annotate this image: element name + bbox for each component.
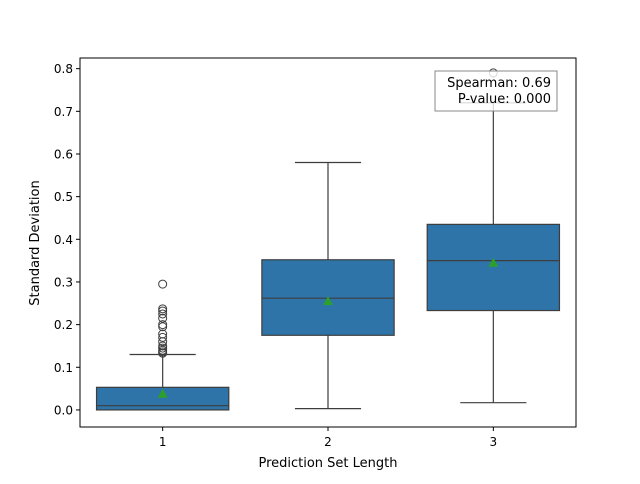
- outlier-point: [158, 309, 168, 319]
- outlier-point: [158, 322, 168, 332]
- x-axis: 1 2 3: [159, 427, 497, 449]
- y-tick-label: 0.0: [54, 403, 73, 417]
- box-group-2: [261, 161, 395, 410]
- outlier-point: [158, 341, 168, 351]
- outlier-point: [158, 313, 168, 323]
- outlier-point: [158, 329, 168, 339]
- box-group-3: [426, 68, 561, 404]
- outlier-point: [158, 279, 168, 289]
- outlier-point: [158, 320, 168, 330]
- outlier-point: [158, 304, 168, 314]
- x-tick-label: 3: [490, 435, 498, 449]
- annotation-box: [434, 70, 558, 112]
- mean-marker: [488, 257, 499, 267]
- y-tick-label: 0.6: [54, 147, 73, 161]
- x-tick-label: 2: [324, 435, 332, 449]
- box-group-1: [95, 279, 230, 411]
- mean-marker: [323, 296, 333, 306]
- y-tick-label: 0.1: [54, 361, 73, 375]
- box: [426, 223, 561, 312]
- box-marks: [95, 68, 561, 411]
- x-axis-label: Prediction Set Length: [258, 456, 397, 471]
- y-axis-label: Standard Deviation: [28, 180, 43, 305]
- outlier-point: [158, 345, 168, 355]
- stats-annotation: Spearman: 0.69 P-value: 0.000: [434, 70, 558, 112]
- plot-frame: [79, 57, 577, 428]
- annotation-pvalue: P-value: 0.000: [458, 92, 551, 107]
- outlier-point: [158, 332, 168, 342]
- y-tick-label: 0.5: [54, 190, 73, 204]
- outlier-point: [158, 343, 168, 353]
- mean-marker: [157, 388, 168, 398]
- y-tick-label: 0.7: [54, 105, 73, 119]
- x-tick-label: 1: [159, 435, 167, 449]
- y-tick-label: 0.4: [54, 233, 73, 247]
- annotation-spearman: Spearman: 0.69: [447, 76, 551, 91]
- y-tick-label: 0.8: [54, 62, 73, 76]
- box: [95, 386, 230, 411]
- y-tick-label: 0.2: [54, 318, 73, 332]
- y-tick-label: 0.3: [54, 275, 73, 289]
- y-axis: 0.0 0.1 0.2 0.3 0.4 0.5 0.6 0.7 0.8: [54, 62, 80, 417]
- outlier-point: [158, 306, 168, 316]
